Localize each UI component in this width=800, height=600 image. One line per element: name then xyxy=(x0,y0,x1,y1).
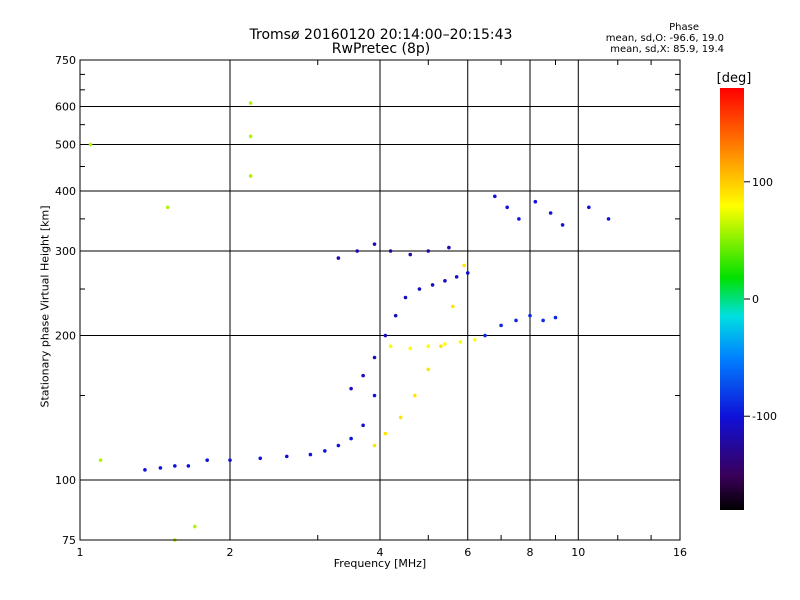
data-point xyxy=(248,134,253,139)
x-tick-label: 4 xyxy=(377,546,384,559)
data-point xyxy=(372,355,377,360)
stats-o-mode: mean, sd,O: -96.6, 19.0 xyxy=(605,33,724,44)
data-point xyxy=(336,443,341,448)
y-tick-label: 600 xyxy=(55,101,76,114)
data-point xyxy=(430,283,435,287)
y-tick-label: 100 xyxy=(55,474,76,487)
colorbar-unit: [deg] xyxy=(717,71,752,86)
data-point xyxy=(336,256,341,260)
data-point xyxy=(447,245,451,250)
y-tick-label: 300 xyxy=(55,245,76,258)
data-point xyxy=(443,342,447,346)
data-point xyxy=(158,466,163,470)
grid-lines xyxy=(80,60,680,540)
data-point xyxy=(388,344,393,349)
data-point xyxy=(553,315,558,320)
data-point xyxy=(173,464,177,468)
data-point xyxy=(383,333,388,338)
data-point xyxy=(258,456,263,461)
data-point xyxy=(517,217,521,221)
plot-frame xyxy=(79,59,681,541)
data-point xyxy=(443,279,447,283)
colorbar-tick-label: -100 xyxy=(752,410,777,423)
data-point xyxy=(383,431,388,436)
data-point xyxy=(533,199,538,204)
data-point xyxy=(528,313,532,318)
chart-title-line1: Tromsø 20160120 20:14:00–20:15:43 xyxy=(249,27,513,43)
x-tick-label: 10 xyxy=(571,546,585,559)
data-point xyxy=(426,249,431,253)
data-point xyxy=(98,458,103,462)
colorbar-tick-label: 0 xyxy=(752,293,759,306)
data-point xyxy=(499,323,503,328)
x-tick-label: 16 xyxy=(673,546,687,559)
y-tick-label: 400 xyxy=(55,185,76,198)
data-point xyxy=(355,249,359,253)
data-point xyxy=(458,340,463,344)
data-point xyxy=(560,223,565,227)
x-tick-label: 8 xyxy=(527,546,534,559)
colorbar-tick-label: 100 xyxy=(752,176,773,189)
data-point xyxy=(323,449,327,453)
phase-label: Phase xyxy=(669,22,699,33)
data-point xyxy=(408,252,413,257)
data-point xyxy=(372,393,377,398)
x-axis-label: Frequency [MHz] xyxy=(334,557,426,570)
data-point xyxy=(462,263,466,268)
y-tick-label: 750 xyxy=(55,54,76,67)
data-point xyxy=(465,271,470,275)
data-point xyxy=(413,393,417,398)
data-point xyxy=(439,344,443,349)
data-point xyxy=(403,295,408,300)
y-tick-label: 200 xyxy=(55,330,76,343)
data-point xyxy=(372,443,377,448)
data-point xyxy=(205,458,209,462)
stats-x-mode: mean, sd,X: 85.9, 19.4 xyxy=(610,44,724,55)
data-point xyxy=(143,468,147,472)
data-point xyxy=(165,205,170,210)
chart-title-line2: RwPretec (8p) xyxy=(331,41,431,57)
axis-ticks: 1 2 4 6 8 10 16 75 100 200 300 400 500 600 750 xyxy=(55,54,687,559)
x-tick-label: 2 xyxy=(227,546,234,559)
data-point xyxy=(408,346,413,351)
data-point xyxy=(361,423,365,428)
data-point xyxy=(393,313,398,318)
data-point xyxy=(514,318,518,323)
data-point xyxy=(372,242,377,246)
x-tick-label: 1 xyxy=(77,546,84,559)
data-point xyxy=(483,333,487,338)
data-point xyxy=(248,174,253,178)
data-point xyxy=(505,205,509,210)
y-tick-label: 75 xyxy=(62,534,76,547)
data-point xyxy=(587,205,591,210)
data-point xyxy=(349,386,353,391)
data-point xyxy=(454,275,459,279)
data-point xyxy=(426,344,431,349)
data-point xyxy=(193,524,197,529)
data-point xyxy=(228,458,232,462)
data-point xyxy=(186,464,191,468)
colorbar xyxy=(720,88,744,510)
colorbar-ticks: 100 0 -100 xyxy=(744,176,777,423)
data-point xyxy=(473,337,477,342)
data-point xyxy=(398,415,403,420)
data-point xyxy=(606,217,611,221)
data-point xyxy=(284,454,289,459)
y-tick-label: 500 xyxy=(55,139,76,152)
data-point xyxy=(493,194,497,199)
data-point xyxy=(88,142,93,147)
data-point xyxy=(548,211,553,215)
data-point xyxy=(349,436,353,441)
data-point xyxy=(417,287,422,291)
data-point xyxy=(308,452,313,457)
data-point xyxy=(388,249,393,253)
data-point xyxy=(248,101,253,105)
scatter-points xyxy=(88,101,611,542)
x-tick-label: 6 xyxy=(464,546,471,559)
data-point xyxy=(451,304,455,309)
data-point xyxy=(361,373,365,378)
data-point xyxy=(541,318,545,323)
data-point xyxy=(426,367,431,372)
